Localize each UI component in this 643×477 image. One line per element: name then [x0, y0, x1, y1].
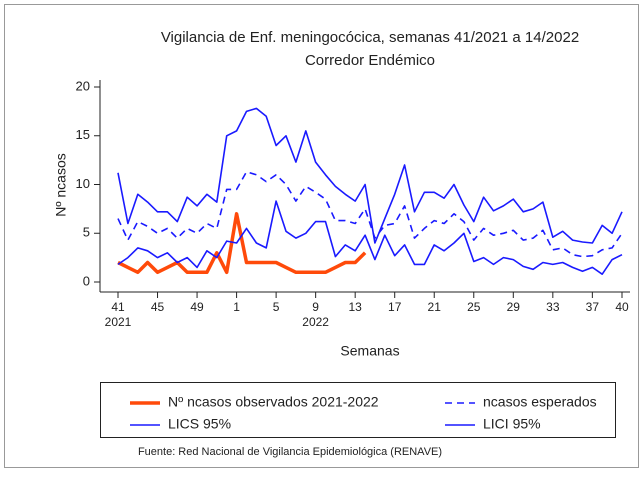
- x-tick-label: 33: [546, 300, 560, 314]
- y-tick-label: 20: [76, 78, 90, 93]
- y-tick-label: 5: [83, 225, 90, 240]
- x-tick-label: 17: [388, 300, 402, 314]
- x-tick-label: 1: [233, 300, 240, 314]
- series-line: [117, 171, 623, 258]
- y-tick-label: 10: [76, 176, 90, 191]
- series-line: [117, 200, 623, 275]
- x-tick-label: 41: [111, 300, 125, 314]
- x-tick-label: 40: [615, 300, 629, 314]
- x-tick-label: 29: [507, 300, 521, 314]
- x-tick-label: 21: [428, 300, 442, 314]
- legend-label: Nº ncasos observados 2021-2022: [168, 394, 379, 410]
- series-line: [117, 107, 623, 244]
- legend-label: LICI 95%: [483, 416, 541, 432]
- y-axis-label: Nº ncasos: [53, 153, 69, 216]
- year-label: 2021: [105, 315, 132, 329]
- y-tick-label: 15: [76, 127, 90, 142]
- x-tick-label: 37: [586, 300, 600, 314]
- x-axis-label: Semanas: [340, 343, 399, 359]
- legend-label: ncasos esperados: [483, 394, 597, 410]
- x-tick-label: 45: [151, 300, 165, 314]
- chart-frame: [4, 4, 639, 468]
- x-tick-label: 9: [312, 300, 319, 314]
- legend-box: [100, 382, 616, 438]
- y-tick-label: 0: [83, 273, 90, 288]
- x-tick-label: 49: [190, 300, 204, 314]
- x-tick-label: 5: [273, 300, 280, 314]
- chart-title: Vigilancia de Enf. meningocócica, semana…: [161, 29, 579, 46]
- series-line: [117, 212, 367, 275]
- chart-subtitle: Corredor Endémico: [305, 52, 435, 69]
- source-note: Fuente: Red Nacional de Vigilancia Epide…: [138, 446, 442, 458]
- x-tick-label: 25: [467, 300, 481, 314]
- legend-label: LICS 95%: [168, 416, 231, 432]
- year-label: 2022: [302, 315, 329, 329]
- x-tick-label: 13: [348, 300, 362, 314]
